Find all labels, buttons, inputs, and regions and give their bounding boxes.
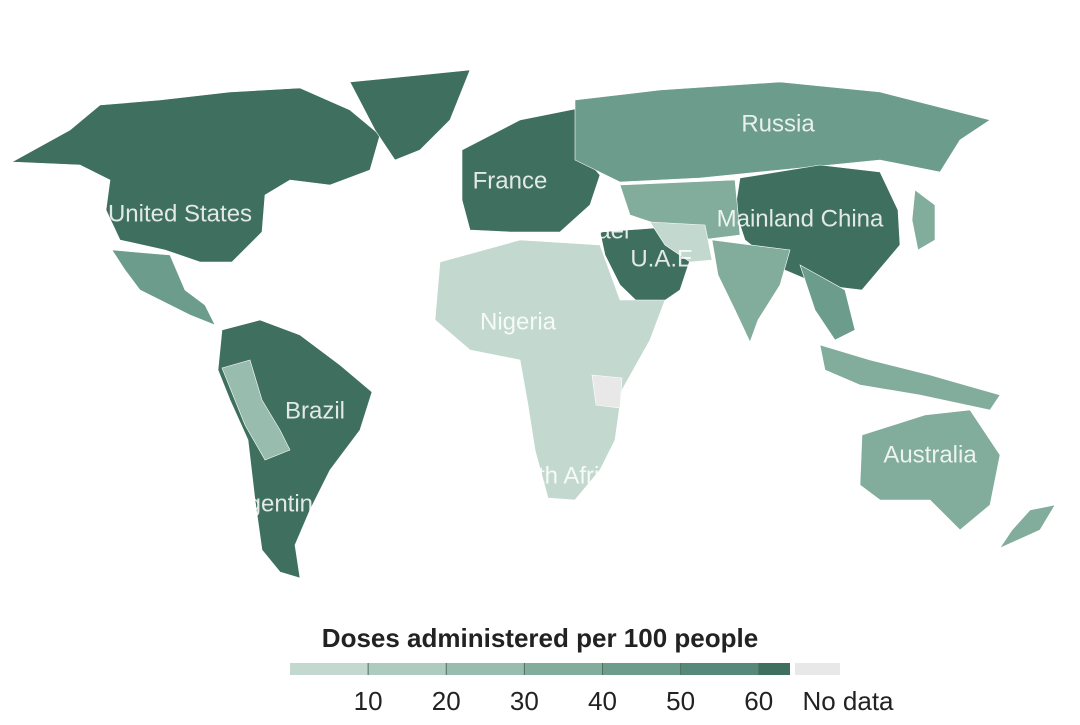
country-label: Israel <box>571 217 630 244</box>
north-america <box>10 87 381 263</box>
legend-tick-label: 40 <box>588 686 617 716</box>
legend-title: Doses administered per 100 people <box>322 623 758 653</box>
australia <box>859 409 1001 531</box>
legend-swatch <box>602 663 681 675</box>
country-label: Argentina <box>224 490 327 517</box>
legend-swatch <box>446 663 525 675</box>
country-label: Australia <box>883 441 977 468</box>
new-zealand <box>999 504 1056 549</box>
no-data-swatch <box>795 663 840 675</box>
legend-swatch <box>290 663 369 675</box>
russia <box>574 81 991 183</box>
iran <box>649 221 713 263</box>
india <box>711 239 791 343</box>
country-label: Russia <box>741 110 815 137</box>
legend-tick-label: 50 <box>666 686 695 716</box>
no-data-region <box>591 374 623 409</box>
legend-swatch <box>758 663 790 675</box>
country-label: U.A.E. <box>630 245 699 272</box>
andes <box>221 359 291 461</box>
country-label: Nigeria <box>480 308 557 335</box>
southeast-asia <box>799 264 856 341</box>
japan <box>911 189 936 251</box>
legend-swatch <box>368 663 447 675</box>
country-label: South Africa <box>495 462 625 489</box>
map <box>10 69 1056 579</box>
legend-tick-label: 30 <box>510 686 539 716</box>
country-label: Mainland China <box>717 205 884 232</box>
country-label: Brazil <box>285 397 345 424</box>
europe <box>461 107 601 233</box>
legend-tick-label: 60 <box>744 686 773 716</box>
mexico <box>111 249 216 326</box>
country-label: France <box>473 167 548 194</box>
legend: Doses administered per 100 people 10 20 30… <box>290 623 894 716</box>
legend-swatch <box>524 663 603 675</box>
country-label: United States <box>108 200 252 227</box>
indonesia <box>819 344 1001 411</box>
country-labels: Russia United States France Mainland China I… <box>108 110 977 517</box>
legend-tick-label: 20 <box>432 686 461 716</box>
greenland <box>349 69 471 161</box>
legend-tick-label: 10 <box>354 686 383 716</box>
legend-swatch <box>680 663 759 675</box>
africa <box>434 239 666 501</box>
no-data-label: No data <box>802 686 894 716</box>
south-america <box>217 319 373 579</box>
